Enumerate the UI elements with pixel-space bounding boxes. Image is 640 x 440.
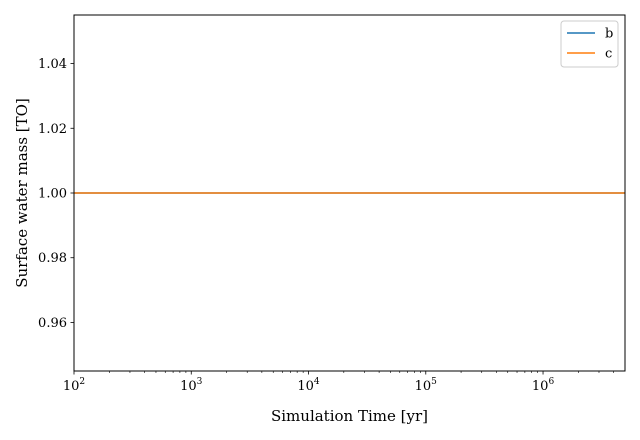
- x-tick-label: 106: [532, 377, 555, 394]
- legend: bc: [560, 20, 619, 68]
- y-tick-label: 0.96: [38, 316, 67, 331]
- x-tick-label: 103: [180, 377, 203, 394]
- x-tick-label: 105: [415, 377, 438, 394]
- legend-label-b: b: [605, 27, 613, 42]
- x-tick-label: 102: [63, 377, 85, 394]
- x-tick-label: 104: [297, 377, 320, 394]
- x-axis-ticks: 102 103 104 105 106: [63, 371, 614, 394]
- y-tick-label: 1.04: [38, 57, 67, 72]
- y-tick-label: 1.00: [38, 187, 67, 202]
- plot-frame: [73, 14, 626, 372]
- y-axis-ticks: 0.96 0.98 1.00 1.02 1.04: [38, 57, 74, 331]
- y-tick-label: 1.02: [38, 122, 67, 137]
- x-axis-label: Simulation Time [yr]: [271, 407, 428, 425]
- y-axis-label: Surface water mass [TO]: [13, 98, 31, 288]
- legend-label-c: c: [605, 47, 612, 62]
- y-tick-label: 0.98: [38, 251, 67, 266]
